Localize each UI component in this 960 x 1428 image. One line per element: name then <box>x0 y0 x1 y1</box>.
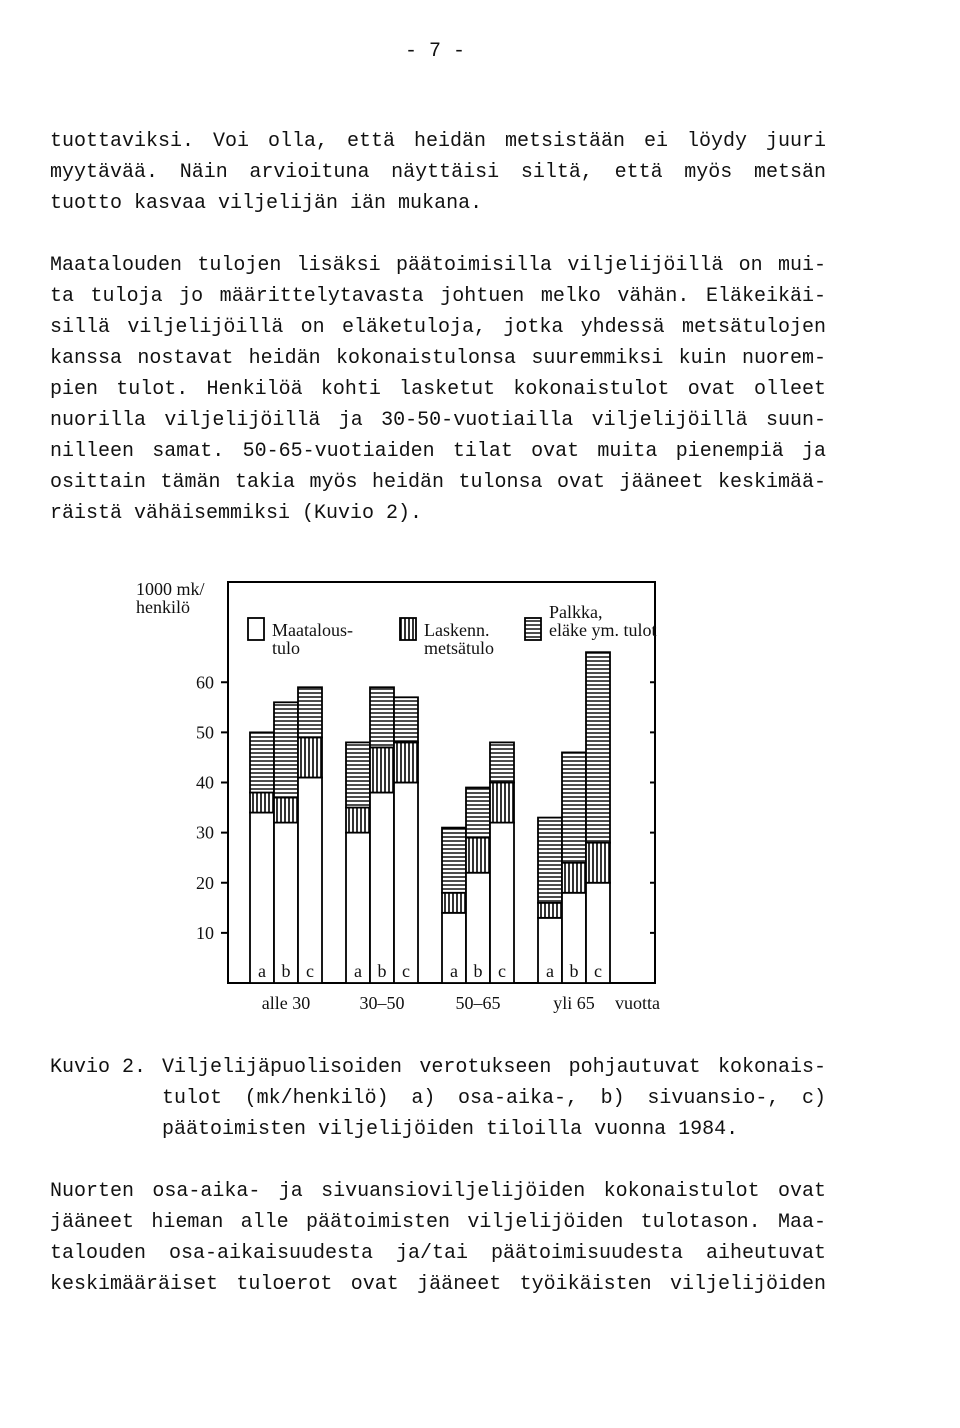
bar-label: c <box>594 961 602 981</box>
bar-segment <box>393 741 419 784</box>
caption-line: tulot (mk/henkilö) a) osa-aika-, b) sivu… <box>162 1087 826 1110</box>
bar-segment <box>345 831 371 984</box>
text-line: nuorilla viljelijöillä ja 30-50-vuotiail… <box>50 409 826 432</box>
caption-line: päätoimisten viljelijöiden tiloilla vuon… <box>162 1118 739 1141</box>
y-tick-label: 30 <box>196 823 214 843</box>
bar-segment <box>465 786 491 839</box>
bar-label: b <box>282 961 291 981</box>
y-tick-label: 60 <box>196 672 214 692</box>
bar-segment <box>273 821 299 984</box>
bar-segment <box>249 731 275 794</box>
text-line: keskimääräiset tuloerot ovat jääneet työ… <box>50 1273 826 1296</box>
bar-segment <box>297 776 323 984</box>
bar-segment <box>297 686 323 739</box>
bar-segment <box>585 651 611 844</box>
text-line: kanssa nostavat heidän kokonaistulonsa s… <box>50 347 826 370</box>
bar-segment <box>273 701 299 799</box>
caption-label: Kuvio 2. <box>50 1056 147 1079</box>
bar-segment <box>345 741 371 809</box>
text-line: tuotto kasvaa viljelijän iän mukana. <box>50 192 483 215</box>
bar-label: a <box>258 961 266 981</box>
y-tick-label: 10 <box>196 923 214 943</box>
bar-segment <box>537 816 563 904</box>
bar-label: a <box>354 961 362 981</box>
group-label: 50–65 <box>456 993 501 1013</box>
text-line: räistä vähäisemmiksi (Kuvio 2). <box>50 502 423 525</box>
y-axis-title: 1000 mk/ henkilö <box>136 579 205 617</box>
group-label: yli 65 <box>553 993 595 1013</box>
bar-segment <box>489 821 515 984</box>
text-line: talouden osa-aikaisuudesta ja/tai päätoi… <box>50 1242 826 1265</box>
text-line: tuottaviksi. Voi olla, että heidän metsi… <box>50 130 826 153</box>
text-line: myytävää. Näin arvioituna näyttäisi silt… <box>50 161 826 184</box>
x-axis-title: vuotta <box>615 993 660 1013</box>
bar-segment <box>369 686 395 749</box>
text-line: osittain tämän takia myös heidän tulonsa… <box>50 471 826 494</box>
bar-segment <box>369 791 395 984</box>
bar-segment <box>369 746 395 794</box>
bar-label: c <box>498 961 506 981</box>
bar-label: a <box>450 961 458 981</box>
bar-label: b <box>378 961 387 981</box>
bar-segment <box>441 891 467 914</box>
text-line: ta tuloja jo määrittelytavasta johtuen m… <box>50 285 826 308</box>
text-line: sillä viljelijöillä on eläketuloja, jotk… <box>50 316 826 339</box>
bar-label: a <box>546 961 554 981</box>
legend-label: Palkka, eläke ym. tulot <box>549 602 657 640</box>
text-line: Nuorten osa-aika- ja sivuansioviljelijöi… <box>50 1180 826 1203</box>
bar-segment <box>585 841 611 884</box>
bar-label: b <box>474 961 483 981</box>
legend-label: Laskenn. metsätulo <box>424 620 494 658</box>
text-line: Maatalouden tulojen lisäksi päätoimisill… <box>50 254 826 277</box>
bar-segment <box>345 806 371 834</box>
bar-segment <box>537 901 563 919</box>
text-line: pien tulot. Henkilöä kohti lasketut koko… <box>50 378 826 401</box>
bar-label: b <box>570 961 579 981</box>
y-tick-label: 40 <box>196 773 214 793</box>
legend-swatch <box>524 617 542 641</box>
bar-segment <box>441 826 467 894</box>
y-tick-label: 50 <box>196 722 214 742</box>
legend-label: Maatalous- tulo <box>272 620 353 658</box>
bar-segment <box>249 811 275 984</box>
bar-segment <box>561 861 587 894</box>
bar-segment <box>249 791 275 814</box>
bar-segment <box>561 751 587 864</box>
bar-segment <box>465 836 491 874</box>
y-tick-label: 20 <box>196 873 214 893</box>
text-line: nilleen samat. 50-65-vuotiaiden tilat ov… <box>50 440 826 463</box>
group-label: alle 30 <box>262 993 310 1013</box>
group-label: 30–50 <box>360 993 405 1013</box>
legend-swatch <box>247 617 265 641</box>
caption-line: Viljelijäpuolisoiden verotukseen pohjaut… <box>162 1056 826 1079</box>
bar-segment <box>489 741 515 784</box>
bar-segment <box>393 696 419 744</box>
bar-segment <box>393 781 419 984</box>
legend-swatch <box>399 617 417 641</box>
page-number: - 7 - <box>405 40 466 63</box>
bar-segment <box>585 881 611 984</box>
bar-segment <box>273 796 299 824</box>
bar-label: c <box>306 961 314 981</box>
text-line: jääneet hieman alle päätoimisten viljeli… <box>50 1211 826 1234</box>
bar-segment <box>489 781 515 824</box>
bar-segment <box>297 736 323 779</box>
bar-label: c <box>402 961 410 981</box>
